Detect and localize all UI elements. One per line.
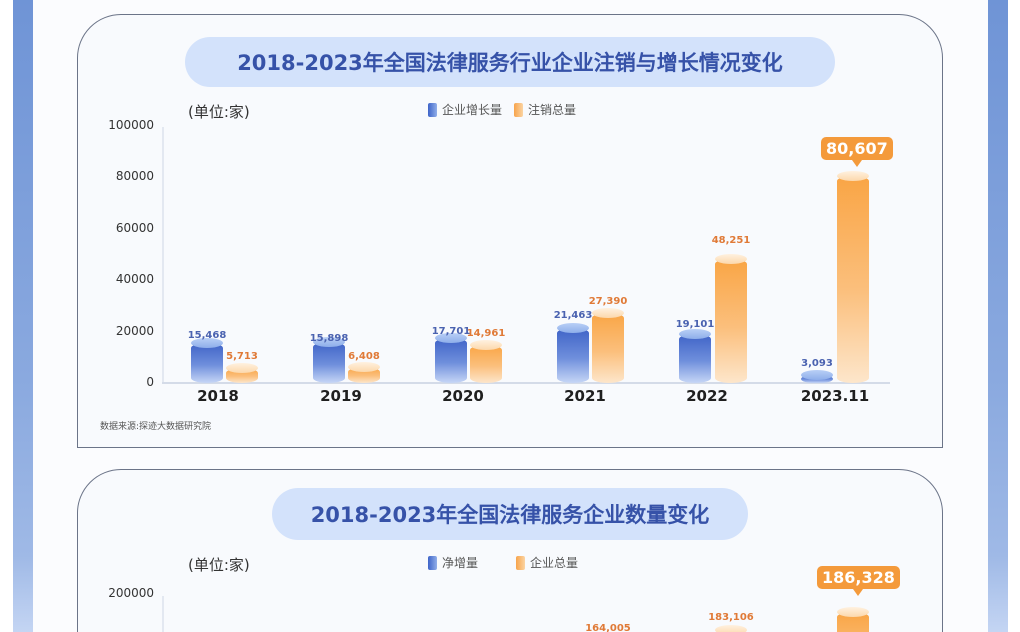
x-label: 2018 xyxy=(197,387,239,405)
legend-item-cancel: 注销总量 xyxy=(514,101,576,118)
bar-total-2022 xyxy=(715,625,747,632)
right-decor-stripe xyxy=(988,0,1008,632)
legend: 净增量 企业总量 xyxy=(428,554,578,571)
bar-growth-2021 xyxy=(557,323,589,383)
y-tick: 40000 xyxy=(115,272,154,286)
legend-swatch-blue xyxy=(428,102,437,117)
y-axis xyxy=(162,596,164,632)
value-label: 48,251 xyxy=(711,235,751,246)
value-label: 15,898 xyxy=(309,333,349,344)
value-label: 19,101 xyxy=(675,319,715,330)
unit-label: (单位:家) xyxy=(188,103,250,121)
bar-growth-2022 xyxy=(679,329,711,383)
x-label: 2023.11 xyxy=(800,387,870,405)
value-label: 183,106 xyxy=(708,612,754,623)
value-label: 17,701 xyxy=(431,326,471,337)
value-label: 164,005 xyxy=(585,623,631,632)
bar-cancel-2019 xyxy=(348,362,380,383)
bar-cancel-2023-11 xyxy=(837,171,869,383)
legend-swatch-orange xyxy=(514,102,524,117)
value-label: 6,408 xyxy=(348,351,380,362)
chart-title: 2018-2023年全国法律服务企业数量变化 xyxy=(272,488,748,540)
value-label: 5,713 xyxy=(226,351,258,362)
x-label: 2020 xyxy=(442,387,484,405)
y-tick: 100000 xyxy=(108,118,154,132)
value-callout: 186,328 xyxy=(817,566,900,596)
bar-total-2023-11 xyxy=(837,607,869,632)
value-callout: 80,607 xyxy=(821,137,893,167)
y-tick: 80000 xyxy=(115,169,154,183)
x-label: 2019 xyxy=(320,387,362,405)
y-tick: 60000 xyxy=(115,221,154,235)
bar-growth-2020 xyxy=(435,333,467,383)
bar-growth-2018 xyxy=(191,338,223,383)
bar-cancel-2018 xyxy=(226,363,258,383)
x-label: 2022 xyxy=(686,387,728,405)
value-label: 3,093 xyxy=(801,358,833,369)
value-label: 14,961 xyxy=(466,328,506,339)
value-label: 27,390 xyxy=(588,296,628,307)
value-label: 21,463 xyxy=(553,310,593,321)
y-axis xyxy=(162,127,164,384)
y-tick: 20000 xyxy=(115,324,154,338)
bar-cancel-2021 xyxy=(592,308,624,383)
data-source-note: 数据来源:探迹大数据研究院 xyxy=(100,422,212,432)
unit-label: (单位:家) xyxy=(188,556,250,574)
legend-swatch-orange xyxy=(516,555,526,570)
legend-item-total: 企业总量 xyxy=(516,554,578,571)
bar-growth-2019 xyxy=(313,337,345,383)
legend-swatch-blue xyxy=(428,555,437,570)
y-tick: 0 xyxy=(146,375,154,389)
legend-item-net-increase: 净增量 xyxy=(428,554,478,571)
y-tick: 200000 xyxy=(108,586,154,600)
bar-cancel-2020 xyxy=(470,340,502,383)
bar-growth-2023-11 xyxy=(801,370,833,383)
left-decor-stripe xyxy=(13,0,33,632)
value-label: 15,468 xyxy=(187,330,227,341)
legend-item-growth: 企业增长量 xyxy=(428,101,502,118)
x-axis xyxy=(162,382,890,384)
x-label: 2021 xyxy=(564,387,606,405)
chart-title: 2018-2023年全国法律服务行业企业注销与增长情况变化 xyxy=(185,37,835,87)
bar-cancel-2022 xyxy=(715,254,747,383)
legend: 企业增长量 注销总量 xyxy=(428,101,576,118)
chart-card-cancellation-growth: 2018-2023年全国法律服务行业企业注销与增长情况变化 (单位:家) 企业增… xyxy=(77,14,943,448)
chart-card-enterprise-count: 2018-2023年全国法律服务企业数量变化 (单位:家) 净增量 企业总量 2… xyxy=(77,469,943,632)
